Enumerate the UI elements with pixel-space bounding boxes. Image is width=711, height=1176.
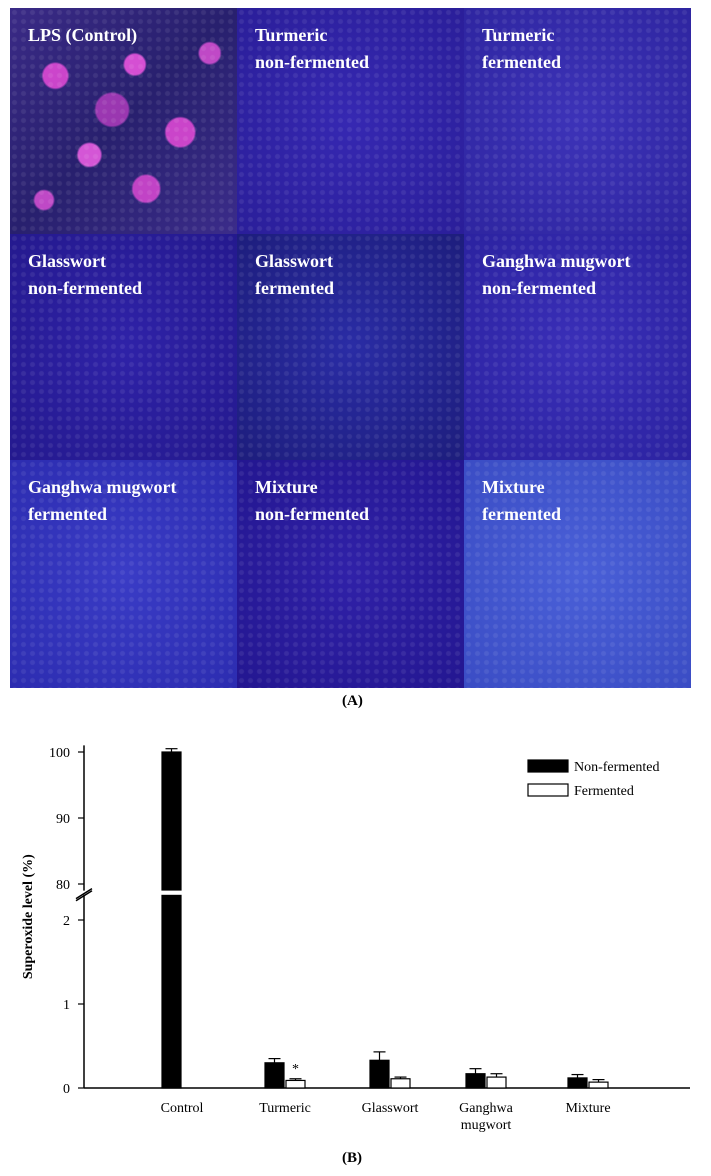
bar-fermented bbox=[390, 1078, 411, 1089]
micrograph-label: Turmeric fermented bbox=[482, 25, 561, 72]
bar-fermented bbox=[285, 1079, 306, 1089]
x-category-label: Turmeric bbox=[259, 1101, 311, 1116]
micrograph-label: Ganghwa mugwort non-fermented bbox=[482, 251, 631, 298]
bar-non-fermented bbox=[264, 1062, 285, 1089]
x-category-label-line: Ganghwa bbox=[459, 1101, 513, 1116]
y-tick-label: 90 bbox=[56, 812, 70, 827]
x-category-label: Ganghwa mugwort bbox=[459, 1101, 513, 1133]
micrograph-label: LPS (Control) bbox=[28, 25, 138, 45]
bar-non-fermented-lower bbox=[161, 894, 182, 1089]
superoxide-bar-chart: 0 1 2 80 90 100 Superoxide level (%) Control * Tu… bbox=[21, 745, 690, 1133]
micrograph-lps-control: LPS (Control) bbox=[10, 8, 237, 234]
x-category-label-line: Mixture bbox=[565, 1101, 610, 1116]
micrograph-label: Glasswort fermented bbox=[255, 251, 334, 298]
legend-swatch-non-fermented bbox=[527, 759, 569, 773]
x-category-label-line: Turmeric bbox=[259, 1101, 311, 1116]
micrograph-glasswort-non-fermented: Glasswort non-fermented bbox=[10, 234, 237, 460]
y-tick-label: 1 bbox=[63, 998, 70, 1013]
bar-break-gap bbox=[160, 890, 183, 895]
bar-non-fermented-upper bbox=[161, 751, 182, 892]
bar-non-fermented bbox=[567, 1077, 588, 1089]
x-category-label: Control bbox=[161, 1101, 204, 1116]
micrograph-mixture-non-fermented: Mixture non-fermented bbox=[237, 460, 464, 688]
bar-fermented bbox=[588, 1081, 609, 1089]
y-tick-label: 0 bbox=[63, 1082, 70, 1097]
micrograph-ganghwa-fermented: Ganghwa mugwort fermented bbox=[10, 460, 237, 688]
micrograph-label: Glasswort non-fermented bbox=[28, 251, 142, 298]
micrograph-label: Turmeric non-fermented bbox=[255, 25, 369, 72]
axis-break-mark-lower bbox=[75, 890, 93, 902]
legend-swatch-fermented bbox=[527, 783, 569, 797]
bar-non-fermented bbox=[369, 1059, 390, 1089]
significance-marker: * bbox=[292, 1062, 299, 1077]
panel-b-label: (B) bbox=[342, 1150, 362, 1166]
x-category-label: Glasswort bbox=[362, 1101, 419, 1116]
x-category-label-line: Glasswort bbox=[362, 1101, 419, 1116]
micrograph-label: Ganghwa mugwort fermented bbox=[28, 477, 177, 524]
x-category-label-line: Control bbox=[161, 1101, 204, 1116]
legend-label: Fermented bbox=[574, 784, 634, 799]
x-category-label-line: mugwort bbox=[461, 1118, 512, 1133]
y-tick-label: 100 bbox=[49, 746, 70, 761]
bar-non-fermented bbox=[465, 1073, 486, 1089]
micrograph-mixture-fermented: Mixture fermented bbox=[464, 460, 691, 688]
panel-a-label: (A) bbox=[342, 693, 363, 709]
y-axis-title: Superoxide level (%) bbox=[21, 854, 36, 979]
micrograph-turmeric-fermented: Turmeric fermented bbox=[464, 8, 691, 234]
micrograph-turmeric-non-fermented: Turmeric non-fermented bbox=[237, 8, 464, 234]
micrograph-grid: LPS (Control) Turmeric non-fermented Tur… bbox=[10, 8, 691, 688]
micrograph-glasswort-fermented: Glasswort fermented bbox=[237, 234, 464, 460]
y-tick-label: 2 bbox=[63, 914, 70, 929]
bar-fermented bbox=[486, 1076, 507, 1089]
legend-label: Non-fermented bbox=[574, 760, 660, 775]
axis-break-mark-upper bbox=[75, 887, 93, 900]
micrograph-ganghwa-non-fermented: Ganghwa mugwort non-fermented bbox=[464, 234, 691, 460]
micrograph-label: Mixture non-fermented bbox=[255, 477, 369, 524]
y-tick-label: 80 bbox=[56, 878, 70, 893]
x-category-label: Mixture bbox=[565, 1101, 610, 1116]
micrograph-label: Mixture fermented bbox=[482, 477, 561, 524]
